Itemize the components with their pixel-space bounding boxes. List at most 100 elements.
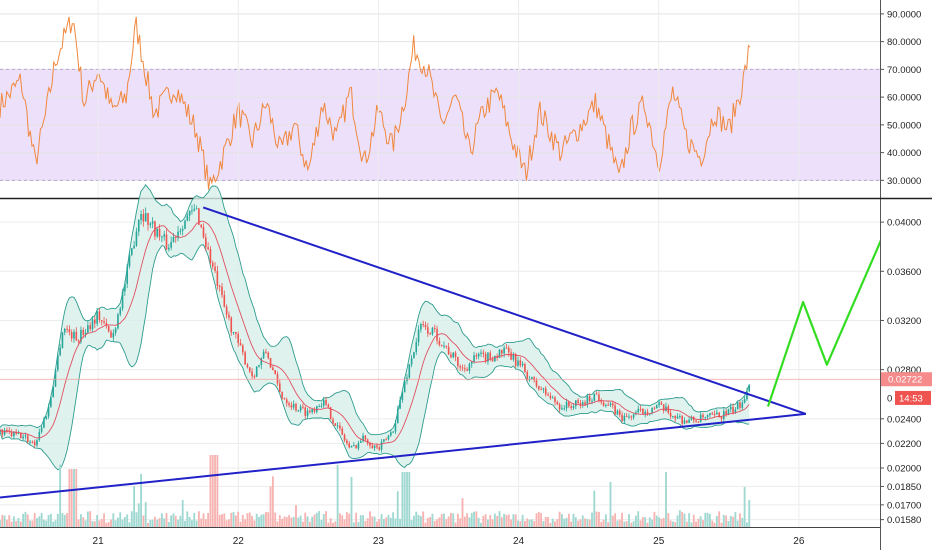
- trendline-drawings[interactable]: [0, 206, 896, 499]
- triangle-upper-trendline[interactable]: [202, 206, 807, 415]
- volume-bar: [202, 513, 205, 527]
- volume-bar: [158, 518, 161, 527]
- candlestick: [6, 427, 8, 434]
- candle-body: [318, 406, 320, 408]
- candlestick: [445, 345, 448, 349]
- candlestick: [135, 227, 138, 247]
- volume-bar: [505, 514, 508, 527]
- candlestick: [676, 413, 679, 419]
- candlestick: [334, 423, 337, 426]
- candle-body: [103, 321, 105, 323]
- candlestick: [68, 325, 71, 336]
- candlestick: [29, 439, 31, 445]
- candlestick: [736, 401, 739, 410]
- candle-body: [52, 386, 54, 398]
- candlestick: [353, 442, 355, 447]
- candle-body: [191, 210, 193, 212]
- candlestick: [117, 312, 119, 330]
- candlestick: [80, 326, 82, 345]
- candlestick: [679, 413, 681, 420]
- volume-bar: [36, 518, 38, 527]
- volume-bar: [10, 521, 13, 527]
- volume-bar: [683, 513, 686, 527]
- candlestick: [558, 402, 561, 413]
- candle-body: [482, 352, 485, 354]
- volume-bar: [288, 515, 290, 527]
- rsi-panel[interactable]: [0, 13, 880, 190]
- price-panel[interactable]: [0, 0, 932, 528]
- volume-bar: [186, 511, 189, 527]
- candle-body: [366, 439, 369, 444]
- candlestick: [396, 405, 399, 424]
- candle-body: [387, 435, 390, 440]
- candle-body: [614, 405, 616, 415]
- candle-body: [748, 384, 751, 392]
- candlestick: [151, 217, 154, 229]
- candle-body: [736, 402, 739, 410]
- candle-body: [131, 248, 133, 255]
- volume-bar: [614, 513, 617, 527]
- volume-bar: [24, 511, 27, 527]
- volume-bar: [66, 513, 68, 527]
- candle-body: [33, 441, 36, 446]
- volume-bar: [17, 517, 20, 527]
- candlestick: [403, 377, 406, 393]
- volume-bar: [711, 520, 714, 527]
- volume-bar: [70, 469, 73, 527]
- candlestick: [313, 407, 316, 414]
- volume-bar: [713, 522, 716, 527]
- volume-bar: [598, 511, 600, 527]
- volume-bar: [15, 520, 18, 527]
- candle-body: [584, 402, 586, 405]
- candlestick: [311, 408, 313, 415]
- last-price-badge: [881, 372, 932, 387]
- volume-bar: [355, 512, 358, 527]
- volume-bar: [167, 521, 170, 527]
- volume-bar: [232, 512, 235, 527]
- volume-bar: [706, 512, 709, 527]
- volume-bar: [632, 521, 635, 527]
- candle-body: [24, 435, 27, 437]
- volume-bar: [454, 522, 457, 527]
- candle-body: [346, 440, 348, 444]
- candle-body: [408, 364, 411, 378]
- volume-bar: [639, 520, 642, 527]
- candle-body: [251, 371, 253, 377]
- projected-breakout-path[interactable]: [766, 209, 896, 407]
- volume-bar: [366, 518, 369, 527]
- volume-bar: [47, 515, 50, 527]
- volume-bar: [114, 520, 117, 527]
- volume-bar: [510, 519, 512, 527]
- candlestick: [482, 349, 485, 358]
- candlestick: [285, 397, 288, 407]
- triangle-lower-trendline[interactable]: [0, 412, 807, 499]
- volume-bar: [68, 469, 71, 527]
- volume-bar: [440, 513, 443, 527]
- candle-body: [297, 410, 300, 412]
- volume-bar: [487, 519, 489, 527]
- candlestick: [581, 400, 584, 408]
- candlestick: [588, 393, 591, 405]
- time-axis-label: 21: [93, 536, 105, 547]
- candle-body: [503, 347, 505, 354]
- candle-body: [600, 400, 603, 403]
- candle-body: [380, 441, 383, 450]
- candlestick: [251, 368, 253, 380]
- candle-body: [68, 329, 71, 333]
- candlestick: [563, 405, 566, 411]
- candlestick: [163, 230, 165, 241]
- volume-bar: [593, 490, 596, 527]
- volume-bar: [283, 516, 286, 527]
- candlestick: [230, 316, 233, 336]
- candlestick: [292, 400, 295, 410]
- candlestick: [137, 219, 140, 236]
- volume-bar: [431, 513, 434, 527]
- volume-bar: [447, 516, 450, 527]
- candlestick: [281, 391, 283, 400]
- candle-body: [84, 332, 87, 335]
- time-axis-label: 24: [513, 536, 525, 547]
- volume-bar: [655, 515, 658, 527]
- candlestick: [295, 402, 297, 413]
- volume-bar: [149, 520, 152, 527]
- candlestick: [429, 331, 431, 335]
